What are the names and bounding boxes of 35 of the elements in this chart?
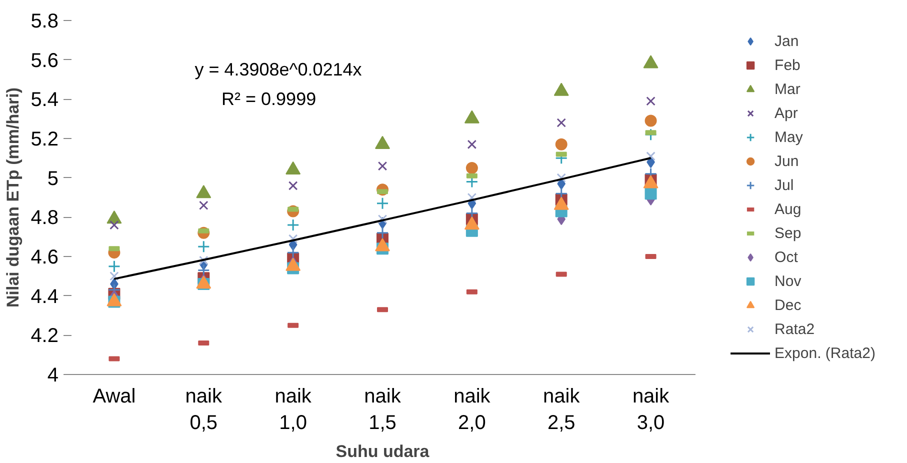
legend-label: Jan [774,32,799,50]
x-tick-label: naik 2,5 [543,386,581,434]
y-tick-label: 4.2 [30,325,59,348]
legend-label: Jul [774,176,795,194]
legend-label: Feb [774,56,800,74]
x-tick-label: Awal [92,386,136,408]
y-tick-label: 5.6 [30,50,59,72]
legend-label: Dec [774,296,802,314]
legend-label: Mar [774,80,800,98]
y-tick-label: 5.4 [30,89,59,112]
x-tick-label: naik 1,0 [274,386,312,434]
legend-label: May [774,128,803,146]
y-tick-label: 5 [47,168,58,190]
x-tick-label: naik 3,0 [632,386,670,434]
y-tick-label: 4.8 [30,207,59,230]
y-tick-label: 5.2 [30,128,59,150]
y-tick-label: 5.8 [30,10,59,32]
y-tick-label: 4.6 [30,246,59,268]
x-axis-title: Suhu udara [336,442,430,461]
legend-label: Oct [774,248,798,266]
x-tick-label: naik 0,5 [185,386,223,434]
legend-label: Aug [774,200,802,218]
x-tick-label: naik 2,0 [454,386,492,434]
legend-label: Jun [774,152,799,170]
legend-label: Apr [774,104,798,122]
legend-label: Rata2 [774,320,815,338]
annotation: y = 4.3908e^0.0214x [194,60,362,80]
legend-label: Expon. (Rata2) [774,344,876,362]
y-tick-label: 4 [47,364,58,386]
y-axis-title: Nilai dugaan ETp (mm/hari) [4,87,23,308]
x-tick-label: naik 1,5 [364,386,402,434]
annotation: R² = 0.9999 [222,89,316,109]
legend-label: Nov [774,272,802,290]
y-tick-label: 4.4 [30,286,59,308]
legend-label: Sep [774,224,802,242]
